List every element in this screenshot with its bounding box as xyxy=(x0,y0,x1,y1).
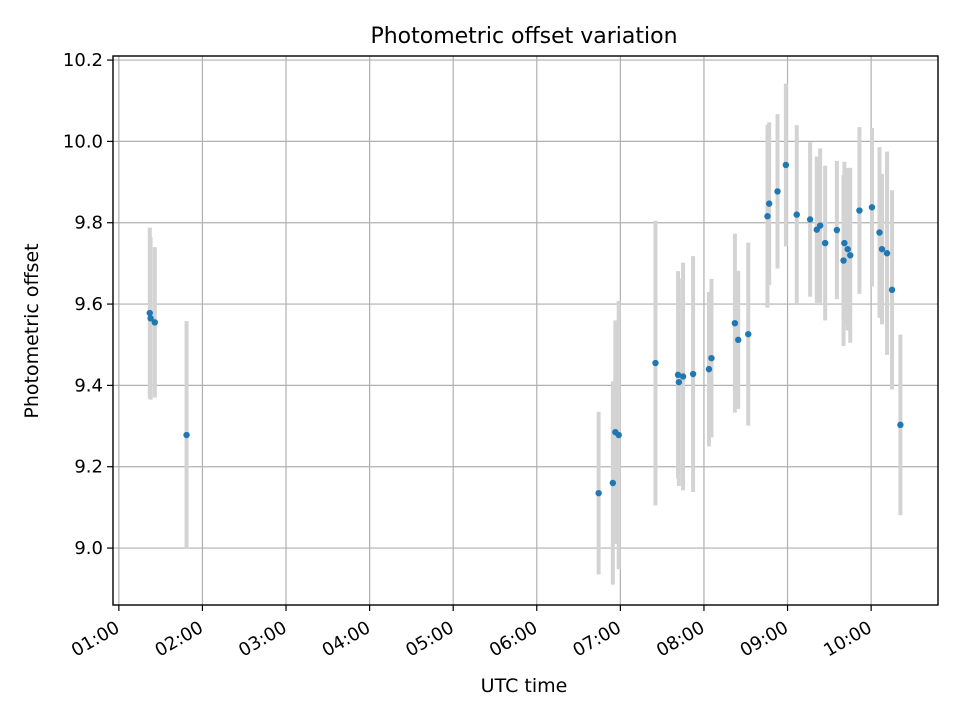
data-point xyxy=(674,371,682,379)
data-point xyxy=(675,378,683,386)
y-tick-label: 9.6 xyxy=(74,294,103,315)
y-tick-label: 9.2 xyxy=(74,457,103,478)
data-point xyxy=(782,161,790,169)
data-point xyxy=(841,239,848,247)
data-point xyxy=(146,309,153,317)
data-point xyxy=(595,489,602,497)
chart-title: Photometric offset variation xyxy=(370,24,677,49)
data-point xyxy=(731,319,739,327)
data-point xyxy=(708,354,715,362)
data-point xyxy=(151,319,158,326)
y-tick-label: 10.2 xyxy=(63,50,103,71)
data-point xyxy=(774,188,781,195)
y-axis-label: Photometric offset xyxy=(21,243,43,418)
data-point xyxy=(735,336,742,344)
data-point xyxy=(897,421,904,429)
data-point xyxy=(183,431,190,439)
data-point xyxy=(652,359,659,367)
data-point xyxy=(765,200,773,207)
data-point xyxy=(679,373,687,380)
data-point xyxy=(856,207,863,214)
y-tick-label: 10.0 xyxy=(63,131,103,152)
data-point xyxy=(840,257,847,264)
y-axis-ticks: 9.0 9.2 9.4 9.6 9.8 10.0 10.2 xyxy=(63,50,113,559)
data-point xyxy=(764,213,771,220)
y-tick-label: 9.8 xyxy=(74,213,103,234)
y-tick-label: 9.0 xyxy=(74,538,103,559)
data-point xyxy=(883,250,891,257)
grid xyxy=(113,56,938,605)
x-axis-label: UTC time xyxy=(481,675,568,697)
data-point xyxy=(878,245,886,253)
plot-frame xyxy=(112,55,939,606)
data-point xyxy=(816,222,824,229)
data-point xyxy=(793,211,800,218)
data-point xyxy=(806,216,814,223)
data-point xyxy=(705,365,713,373)
data-point xyxy=(844,245,851,253)
data-point xyxy=(876,229,883,236)
data-point xyxy=(821,239,829,247)
data-point xyxy=(847,252,854,259)
data-point xyxy=(868,204,876,211)
data-point xyxy=(745,330,752,338)
y-tick-label: 9.4 xyxy=(74,375,103,396)
data-points xyxy=(146,161,904,497)
data-point xyxy=(615,431,622,439)
data-point xyxy=(689,370,697,378)
data-point xyxy=(147,315,154,322)
data-point xyxy=(609,479,617,487)
data-point xyxy=(888,286,896,294)
data-point xyxy=(833,226,841,234)
